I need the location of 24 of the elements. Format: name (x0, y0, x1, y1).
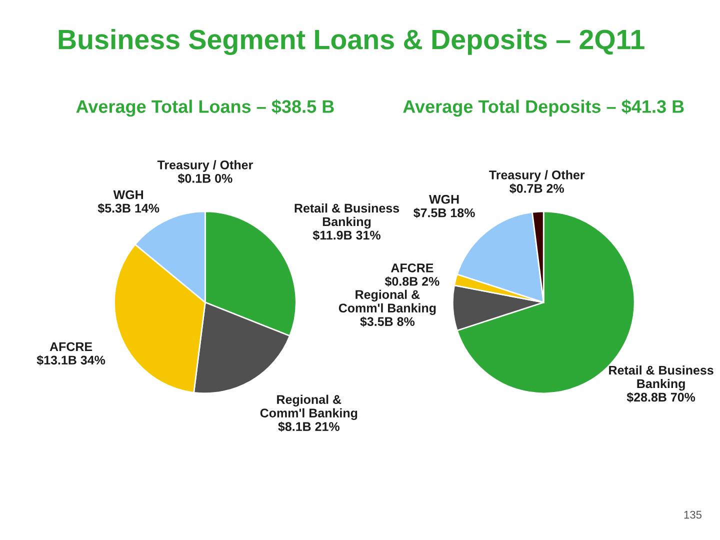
text: 135 (684, 510, 702, 519)
text: $0.1B 0% (178, 173, 232, 184)
slice-label: Retail & Business Banking (294, 203, 400, 229)
chart-subtitle: Average Total Deposits – $41.3 B (403, 99, 684, 117)
data-label: $0.7B 2% (510, 183, 564, 194)
data-label: $3.5B 8% (360, 316, 415, 327)
chart-subtitle: Average Total Loans – $38.5 B (76, 99, 334, 117)
slice-label: Regional & Comm'l Banking (338, 290, 436, 316)
chart-title: Business Segment Loans & Deposits – 2Q11 (58, 28, 644, 56)
slice-label: AFCRE (50, 342, 92, 352)
slice-label: WGH (113, 190, 144, 200)
data-label: $13.1B 34% (36, 355, 106, 366)
slice-label: Regional & Comm'l Banking (260, 394, 358, 420)
data-label: $8.1B 21% (278, 422, 340, 432)
data-label: $7.5B 18% (414, 208, 475, 218)
slice-label: Treasury / Other (489, 170, 585, 182)
slice-label: AFCRE (390, 263, 434, 272)
slice-label: WGH (429, 194, 459, 204)
data-label: $28.8B 70% (626, 392, 696, 402)
data-label: $11.9B 31% (312, 230, 380, 240)
data-label: $0.8B 2% (384, 276, 440, 287)
slice-label: Retail & Business Banking (609, 365, 714, 391)
data-label: $5.3B 14% (98, 203, 160, 214)
category-label: Treasury / Other (157, 160, 253, 172)
